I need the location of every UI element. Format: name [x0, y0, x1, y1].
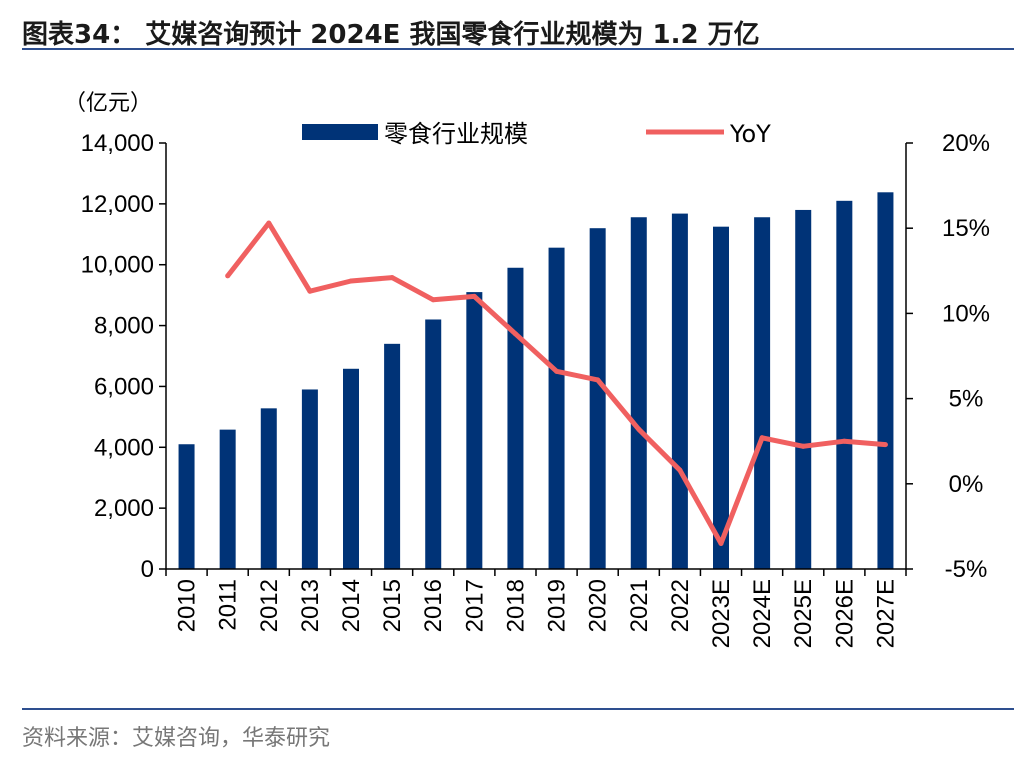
source-rule	[22, 708, 1014, 710]
bar-2012	[260, 408, 277, 569]
y-right-tick-label: 0%	[949, 471, 984, 498]
bar-2020	[589, 228, 606, 569]
y-right-tick-label: 10%	[942, 300, 990, 327]
x-tick-label-2010: 2010	[174, 579, 201, 632]
source-note: 资料来源：艾媒咨询，华泰研究	[22, 726, 331, 751]
x-tick-label-2012: 2012	[256, 579, 283, 632]
x-tick-label-2024E: 2024E	[749, 579, 776, 648]
bar-2016	[425, 319, 442, 569]
yoy-point-2025E	[800, 443, 806, 449]
title-rule	[22, 48, 1014, 50]
x-tick-label-2018: 2018	[502, 579, 529, 632]
yoy-point-2023E	[718, 540, 724, 546]
yoy-point-2022	[677, 467, 683, 473]
yoy-point-2013	[307, 288, 313, 294]
x-tick-label-2014: 2014	[338, 579, 365, 632]
yoy-point-2012	[266, 220, 272, 226]
x-tick-label-2019: 2019	[544, 579, 571, 632]
x-tick-label-2016: 2016	[420, 579, 447, 632]
x-tick-label-2025E: 2025E	[790, 579, 817, 648]
y-left-tick-label: 8,000	[94, 313, 154, 340]
yoy-point-2021	[636, 426, 642, 432]
x-tick-label-2021: 2021	[626, 579, 653, 632]
bar-2010	[178, 444, 195, 569]
bar-2026E	[836, 200, 853, 570]
yoy-point-2015	[389, 275, 395, 281]
axes	[165, 143, 907, 570]
x-tick-label-2020: 2020	[585, 579, 612, 632]
y-left-tick-label: 14,000	[81, 130, 154, 157]
bar-2021	[630, 217, 647, 569]
y-left-tick-label: 4,000	[94, 434, 154, 461]
yoy-point-2024E	[759, 435, 765, 441]
x-tick-label-2015: 2015	[379, 579, 406, 632]
y-right-tick-label: 5%	[949, 386, 984, 413]
yoy-point-2014	[348, 278, 354, 284]
bar-2011	[219, 429, 236, 569]
line-series	[225, 220, 888, 546]
x-tick-label-2027E: 2027E	[872, 579, 899, 648]
x-tick-label-2026E: 2026E	[831, 579, 858, 648]
bar-series	[178, 192, 894, 570]
bar-2015	[384, 343, 401, 569]
x-ticks: 2010 2011 2012 2013 2014 2015 2016 2017 2018 2019…	[165, 569, 907, 648]
legend-swatch-bar	[302, 124, 378, 140]
yoy-point-2017	[471, 293, 477, 299]
legend-label-bar: 零食行业规模	[384, 120, 528, 148]
bar-2025E	[795, 209, 812, 569]
x-tick-label-2013: 2013	[297, 579, 324, 632]
yoy-point-2020	[595, 377, 601, 383]
yoy-point-2016	[430, 297, 436, 303]
x-tick-label-2017: 2017	[461, 579, 488, 632]
bar-2017	[466, 292, 483, 569]
yoy-point-2011	[225, 273, 231, 279]
yoy-point-2019	[554, 368, 560, 374]
y-right-tick-label: 20%	[942, 130, 990, 157]
yoy-point-2026E	[841, 438, 847, 444]
bar-2019	[548, 247, 565, 569]
x-tick-label-2023E: 2023E	[708, 579, 735, 648]
y-left-tick-label: 12,000	[81, 191, 154, 218]
y-left-tick-label: 10,000	[81, 252, 154, 279]
y-right-tick-label: 15%	[942, 215, 990, 242]
bar-2013	[301, 389, 318, 569]
y-left-ticks: 0 2,000 4,000 6,000 8,000 10,000 12,000 14,000	[81, 130, 166, 583]
yoy-point-2018	[512, 331, 518, 337]
y-right-tick-label: -5%	[945, 556, 988, 583]
x-tick-label-2011: 2011	[215, 579, 242, 631]
bar-2027E	[877, 192, 894, 569]
bar-2022	[671, 213, 688, 569]
legend-label-line: YoY	[729, 120, 771, 148]
bar-2014	[343, 368, 359, 569]
legend: 零食行业规模 YoY	[302, 120, 771, 148]
figure-title: 图表34： 艾媒咨询预计 2024E 我国零食行业规模为 1.2 万亿	[22, 20, 760, 50]
y-left-tick-label: 6,000	[94, 373, 154, 400]
y-left-unit-label: （亿元）	[64, 91, 152, 116]
y-left-tick-label: 0	[141, 556, 154, 583]
bar-2023E	[713, 226, 729, 569]
y-left-tick-label: 2,000	[94, 495, 154, 522]
bar-2024E	[754, 217, 771, 569]
yoy-point-2027E	[882, 442, 888, 448]
bar-2018	[507, 267, 524, 569]
x-tick-label-2022: 2022	[667, 579, 694, 632]
y-right-ticks: -5% 0% 5% 10% 15% 20%	[906, 130, 990, 583]
